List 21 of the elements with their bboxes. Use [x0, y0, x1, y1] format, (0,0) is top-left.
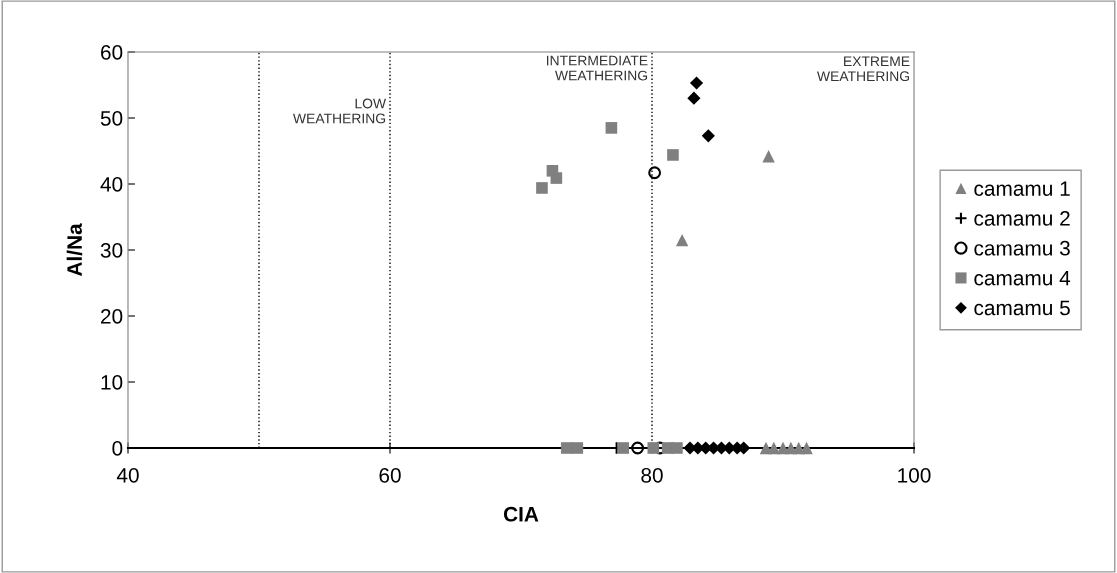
- y-tick-label: 30: [100, 243, 123, 258]
- x-tick-label: 80: [641, 467, 663, 483]
- legend-label: camamu 5: [974, 300, 1070, 316]
- y-tick-label: 40: [100, 177, 123, 192]
- y-tick-label: 50: [100, 111, 123, 126]
- legend-label: camamu 1: [974, 181, 1070, 196]
- x-tick-label: 40: [116, 467, 139, 483]
- ref-line-label: LOW WEATHERING: [293, 98, 387, 124]
- y-tick-label: 20: [101, 309, 123, 324]
- x-axis-title: CIA: [503, 506, 539, 522]
- legend-label: camamu 4: [974, 270, 1071, 286]
- x-tick-label: 100: [898, 467, 931, 483]
- x-tick-label: 60: [379, 467, 401, 483]
- legend-label: camamu 2: [974, 211, 1070, 226]
- annotation: EXTREME WEATHERING: [817, 56, 910, 82]
- legend-label: camamu 3: [974, 240, 1070, 256]
- y-tick-label: 10: [101, 375, 123, 390]
- y-tick-label: 60: [101, 45, 123, 60]
- y-axis-title: Al/Na: [66, 223, 83, 277]
- y-tick-label: 0: [112, 441, 123, 456]
- ref-line-label: INTERMEDIATE WEATHERING: [546, 55, 648, 81]
